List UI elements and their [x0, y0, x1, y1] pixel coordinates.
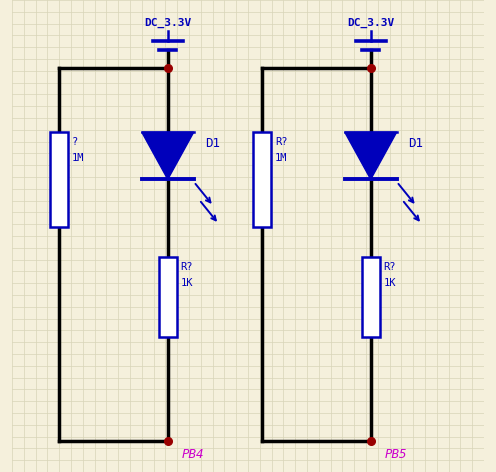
Text: ?: ? — [72, 137, 78, 147]
Text: R?: R? — [383, 262, 396, 272]
Bar — [253, 132, 271, 227]
Text: R?: R? — [181, 262, 193, 272]
Text: 1K: 1K — [383, 278, 396, 288]
Bar — [159, 257, 177, 337]
Text: D1: D1 — [409, 137, 424, 150]
Bar — [362, 257, 380, 337]
Text: DC_3.3V: DC_3.3V — [347, 18, 394, 28]
Text: DC_3.3V: DC_3.3V — [144, 18, 191, 28]
Polygon shape — [345, 132, 397, 179]
Text: 1M: 1M — [72, 153, 84, 163]
Text: 1M: 1M — [275, 153, 287, 163]
Text: PB4: PB4 — [182, 448, 204, 462]
Text: D1: D1 — [205, 137, 221, 150]
Polygon shape — [142, 132, 194, 179]
Bar — [50, 132, 68, 227]
Text: 1K: 1K — [181, 278, 193, 288]
Text: R?: R? — [275, 137, 287, 147]
Text: PB5: PB5 — [385, 448, 407, 462]
